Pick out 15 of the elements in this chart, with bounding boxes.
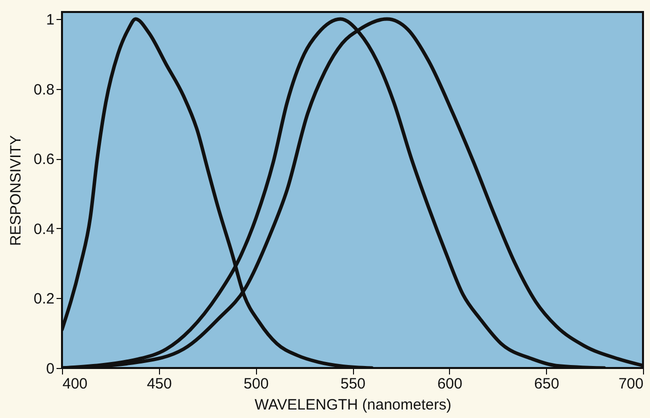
x-tick-label: 400 [62, 376, 88, 392]
y-tick-label: 0.2 [34, 290, 54, 308]
y-tick-label: 0.4 [34, 220, 54, 238]
x-tick-label: 500 [244, 376, 269, 392]
x-tick-label: 550 [340, 376, 366, 392]
y-tick-label: 0.6 [34, 151, 54, 168]
y-axis-title: RESPONSIVITY [8, 135, 25, 246]
x-tick-label: 700 [618, 376, 644, 392]
x-tick-label: 600 [437, 376, 462, 392]
x-axis-title: WAVELENGTH (nanometers) [254, 396, 452, 414]
y-tick-label: 0.8 [34, 81, 54, 98]
y-tick-label: 1 [46, 11, 54, 28]
x-tick-label: 450 [146, 376, 172, 392]
x-tick-label: 650 [534, 376, 560, 392]
y-tick-label: 0 [46, 360, 54, 378]
